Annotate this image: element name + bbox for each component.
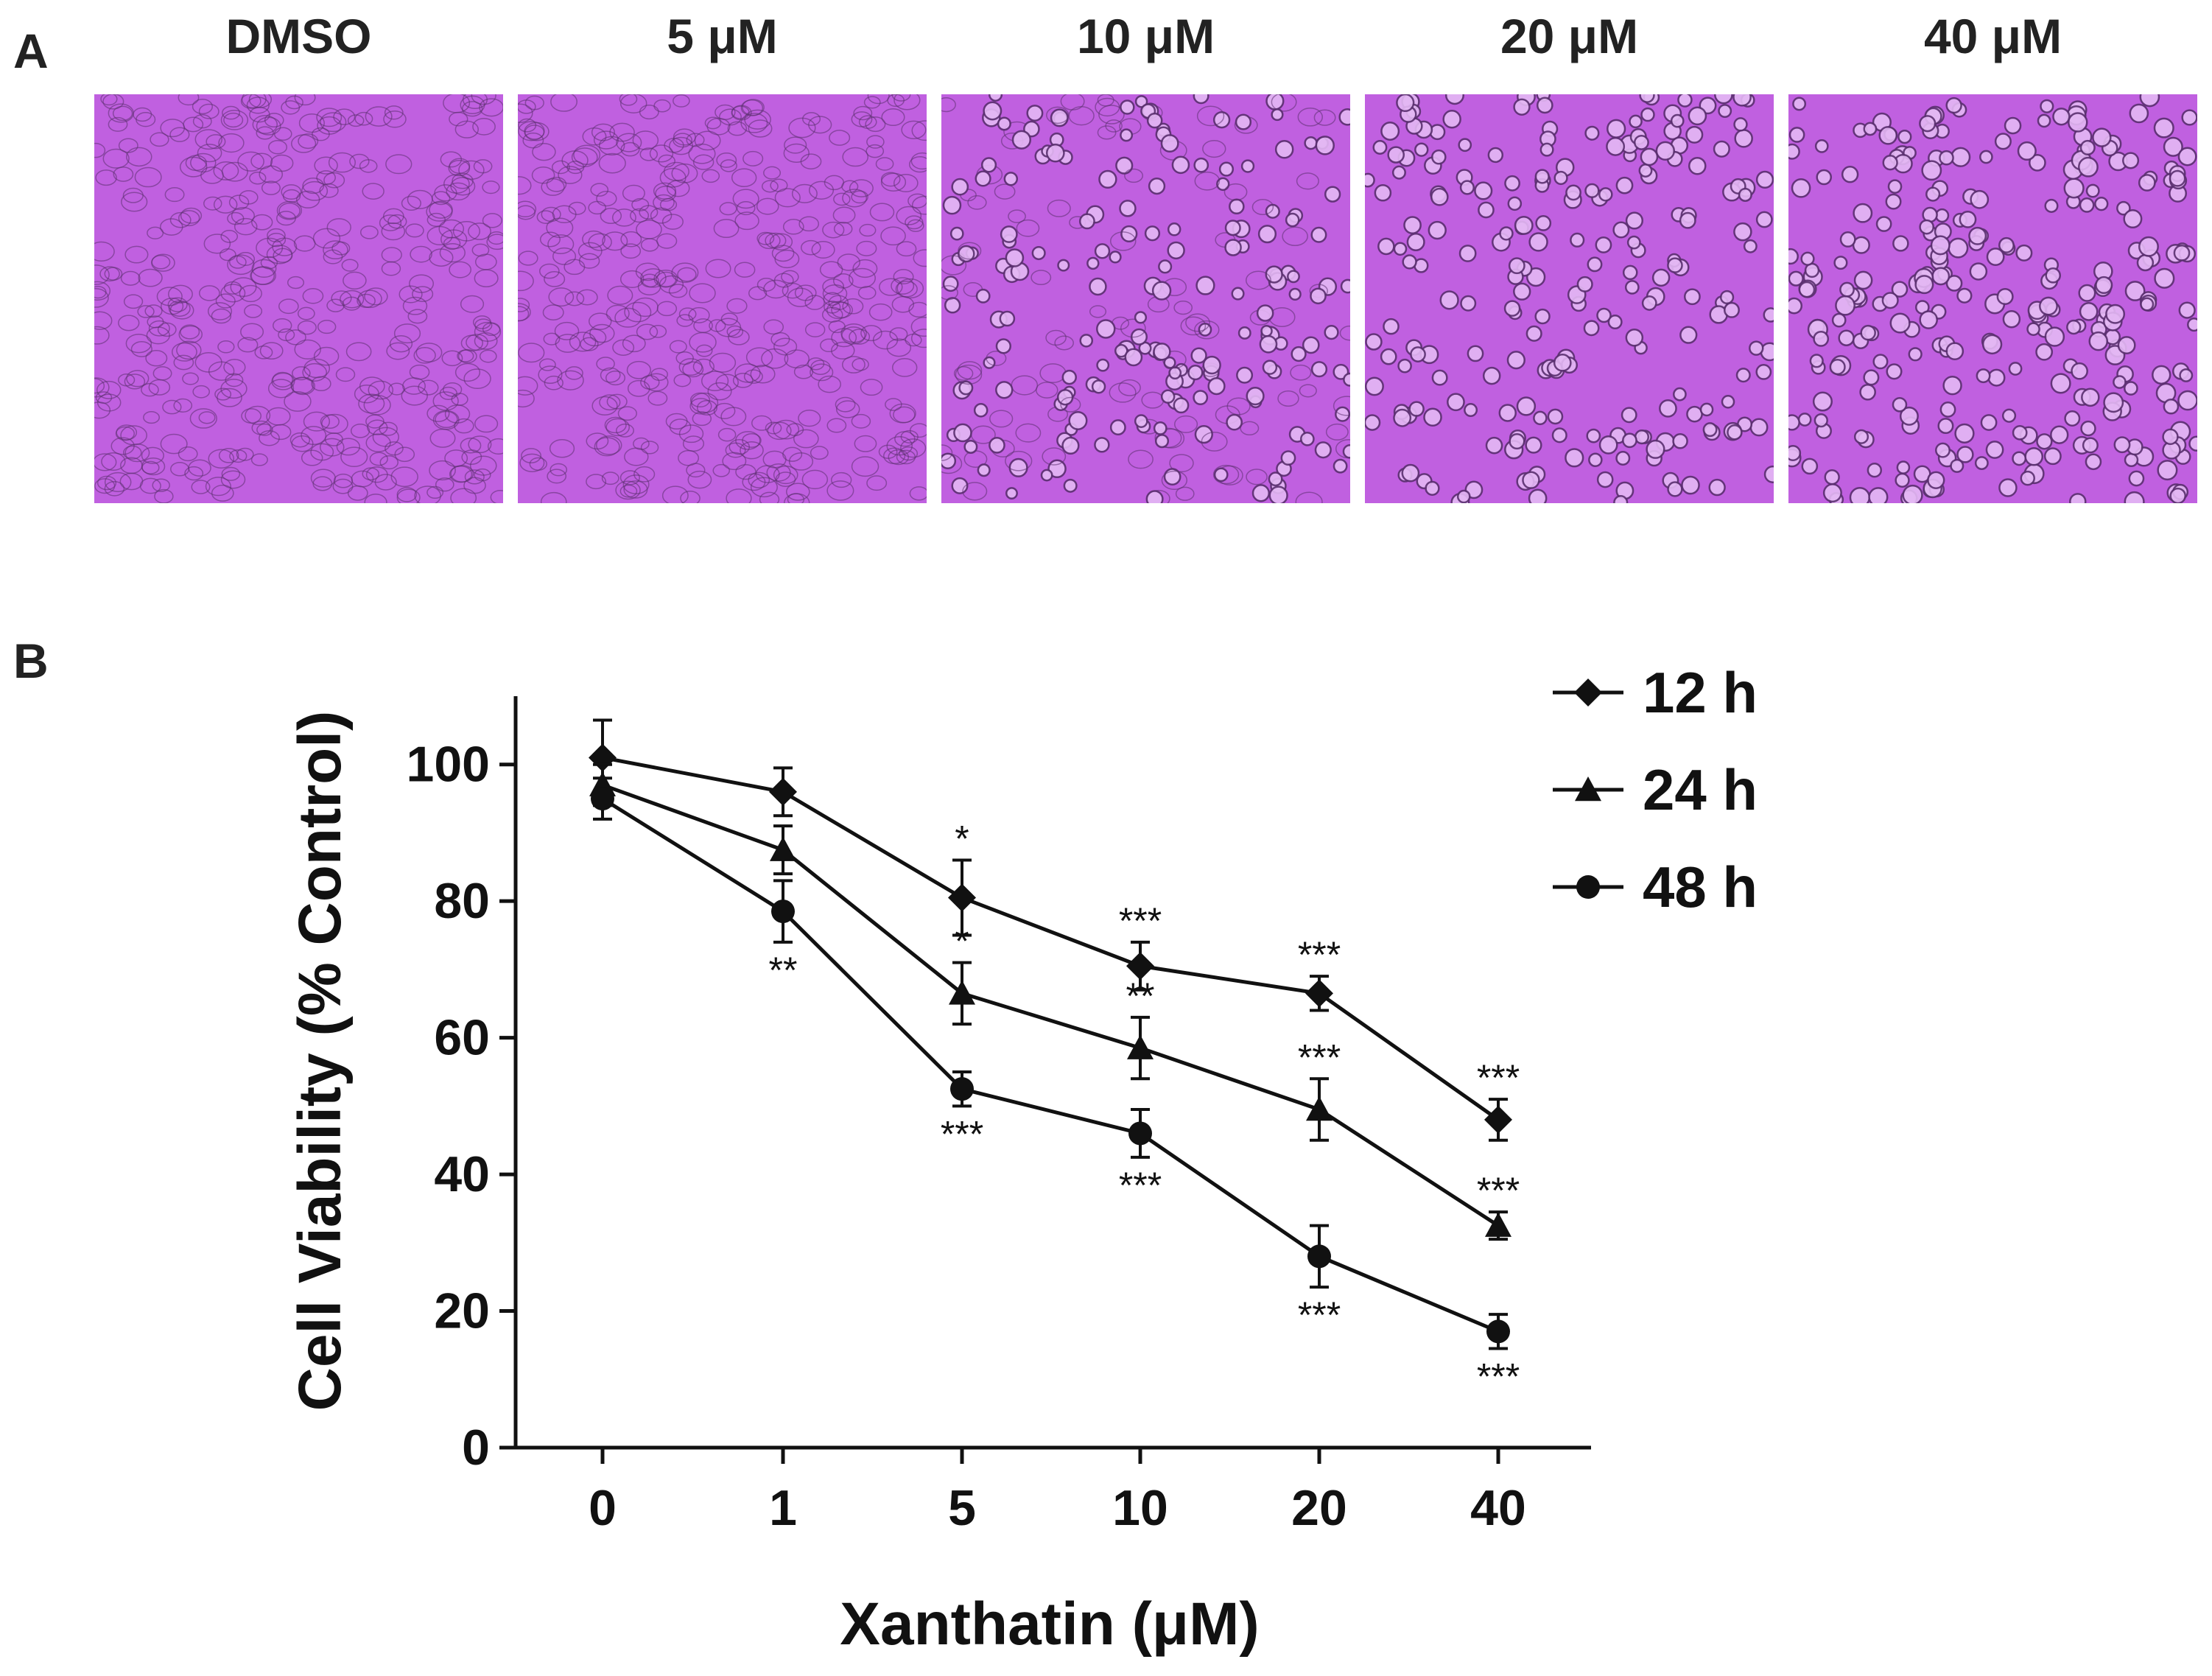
- y-axis-title: Cell Viability (% Control): [287, 711, 354, 1412]
- data-point: [770, 836, 796, 861]
- series-line: [602, 783, 1500, 1227]
- significance-label: ***: [1477, 1170, 1520, 1211]
- legend-marker: [1576, 875, 1600, 899]
- y-tick-label: 80: [434, 873, 490, 929]
- x-tick-label: 40: [1470, 1480, 1526, 1536]
- significance-label: ***: [1119, 900, 1162, 942]
- micrograph-label: DMSO: [226, 9, 372, 63]
- significance-label: **: [769, 950, 798, 991]
- series-2: **************: [591, 776, 1520, 1398]
- x-tick-label: 0: [589, 1480, 617, 1536]
- x-axis-title: Xanthatin (μM): [840, 1591, 1259, 1658]
- series-group: *********************************: [589, 718, 1520, 1398]
- series-line: [602, 755, 1500, 1121]
- micrograph-image: [1788, 94, 2197, 503]
- micrograph-image: [94, 94, 503, 503]
- significance-label: *: [955, 818, 969, 860]
- significance-label: **: [1126, 975, 1155, 1017]
- data-point: [950, 1077, 974, 1101]
- data-point: [948, 883, 976, 912]
- legend-label: 12 h: [1643, 660, 1758, 725]
- legend-label: 48 h: [1643, 855, 1758, 919]
- y-ticks: 0 20 40 60 80 100: [407, 737, 516, 1476]
- significance-label: ***: [1298, 1294, 1341, 1336]
- series-0: **********: [589, 718, 1520, 1142]
- y-tick-label: 60: [434, 1010, 490, 1066]
- data-point: [1485, 1212, 1511, 1237]
- panel-a-letter: A: [13, 24, 49, 78]
- significance-label: ***: [1477, 1356, 1520, 1398]
- panel-b-letter: B: [13, 634, 49, 688]
- y-tick-label: 0: [462, 1420, 490, 1476]
- micrograph-image: [1365, 94, 1774, 503]
- legend-marker: [1575, 776, 1601, 802]
- data-point: [1128, 1121, 1152, 1146]
- significance-label: ***: [1477, 1057, 1520, 1098]
- data-point: [1307, 1244, 1331, 1269]
- data-point: [591, 787, 614, 811]
- data-point: [1486, 1319, 1510, 1344]
- legend-label: 24 h: [1643, 757, 1758, 822]
- y-tick-label: 40: [434, 1146, 490, 1202]
- significance-label: ***: [1298, 934, 1341, 975]
- legend: 12 h 24 h 48 h: [1553, 660, 1758, 919]
- series-line: [601, 796, 1499, 1333]
- data-point: [1305, 979, 1333, 1008]
- micrograph-label: 40 μM: [1924, 9, 2062, 63]
- data-point: [1126, 952, 1154, 981]
- micrograph-image: [941, 94, 1350, 503]
- x-tick-label: 1: [769, 1480, 797, 1536]
- y-tick-label: 20: [434, 1283, 490, 1339]
- x-tick-label: 20: [1291, 1480, 1347, 1536]
- significance-label: *: [955, 921, 969, 962]
- x-tick-label: 5: [948, 1480, 976, 1536]
- micrograph-row: DMSO 5 μM 10 μM 20 μM 40 μM: [94, 9, 2197, 503]
- data-point: [1306, 1096, 1333, 1121]
- y-tick-label: 100: [407, 737, 490, 793]
- data-point: [949, 980, 975, 1005]
- x-tick-label: 10: [1112, 1480, 1168, 1536]
- data-point: [771, 900, 795, 924]
- data-point: [1484, 1105, 1512, 1134]
- significance-label: ***: [1119, 1165, 1162, 1206]
- significance-label: ***: [1298, 1037, 1341, 1078]
- x-ticks: 0 1 5 10 20 40: [589, 1448, 1526, 1536]
- data-point: [769, 777, 797, 806]
- legend-item: 48 h: [1553, 855, 1758, 919]
- legend-marker: [1574, 679, 1602, 706]
- data-point: [1127, 1034, 1154, 1059]
- micrograph-label: 10 μM: [1077, 9, 1215, 63]
- micrograph-label: 20 μM: [1500, 9, 1638, 63]
- significance-label: ***: [941, 1113, 983, 1154]
- series-1: *********: [589, 762, 1520, 1241]
- legend-item: 12 h: [1553, 660, 1758, 725]
- viability-chart: 0 20 40 60 80 100 0 1 5 10 20 40 Cell Viability (%…: [287, 660, 1758, 1658]
- micrograph-image: [518, 94, 927, 503]
- legend-item: 24 h: [1553, 757, 1758, 822]
- micrograph-label: 5 μM: [667, 9, 777, 63]
